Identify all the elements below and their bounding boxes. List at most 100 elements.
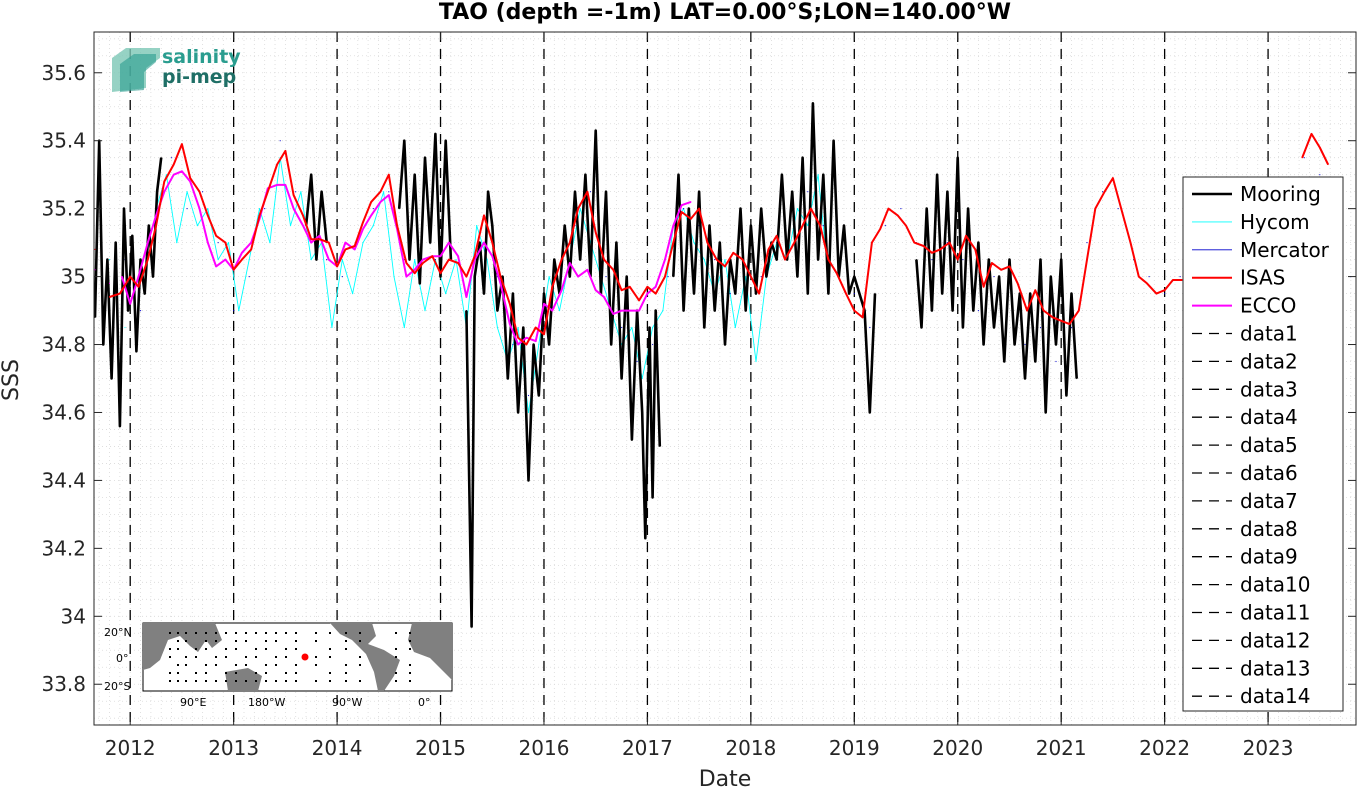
data-point-isas	[1043, 310, 1045, 312]
map-mooring-dot	[275, 632, 277, 634]
data-point-mercator	[527, 394, 530, 397]
map-mooring-dot	[345, 632, 347, 634]
data-point-isas	[94, 248, 96, 250]
data-point-mooring	[988, 259, 990, 261]
map-mooring-dot	[275, 656, 277, 658]
data-point-mooring	[977, 242, 980, 244]
map-mooring-dot	[265, 640, 267, 642]
data-point-isas	[439, 272, 442, 274]
data-point-isas	[577, 208, 579, 210]
legend-label-mercator: Mercator	[1240, 238, 1330, 262]
data-point-mooring	[641, 411, 643, 414]
data-point-hycom	[300, 191, 302, 193]
data-point-ecco	[302, 225, 304, 227]
data-point-mooring	[445, 140, 447, 142]
data-point-ecco	[370, 214, 372, 216]
data-point-mooring	[439, 276, 442, 278]
map-mooring-dot	[225, 680, 227, 682]
data-point-mercator	[962, 259, 964, 261]
data-point-isas	[1068, 323, 1071, 325]
data-point-mooring	[1014, 343, 1016, 346]
data-point-mooring	[1008, 259, 1011, 261]
map-mooring-dot	[215, 632, 217, 634]
map-mooring-dot	[255, 656, 257, 658]
map-mooring-dot	[225, 672, 227, 674]
data-point-mooring	[1055, 343, 1057, 346]
inset-map-mooring-dots	[169, 632, 411, 682]
map-mooring-dot	[205, 680, 207, 682]
data-point-mooring	[434, 133, 436, 135]
data-point-isas	[905, 225, 907, 227]
data-point-mooring	[127, 310, 129, 312]
data-point-ecco	[310, 242, 312, 244]
data-point-isas	[108, 296, 111, 298]
data-point-isas	[147, 259, 149, 261]
inset-map-lon-label-90e: 90°E	[180, 696, 206, 709]
data-point-mooring	[605, 191, 607, 193]
series-layer	[93, 102, 1352, 628]
data-point-mercator	[1055, 360, 1057, 363]
data-point-mooring	[626, 276, 628, 278]
y-tick-label: 35.4	[41, 129, 86, 153]
data-point-mercator	[977, 310, 980, 312]
data-point-isas	[370, 201, 372, 203]
data-point-mooring	[848, 293, 850, 295]
logo-text-pimep: pi-mep	[162, 66, 236, 88]
data-point-ecco	[629, 310, 631, 312]
data-point-mercator	[217, 242, 219, 244]
legend-label-data11: data11	[1240, 601, 1311, 625]
data-point-isas	[1034, 289, 1036, 291]
legend-label-data14: data14	[1240, 684, 1311, 708]
data-point-isas	[181, 143, 183, 145]
data-point-mooring	[424, 157, 426, 159]
legend-label-data2: data2	[1240, 349, 1298, 373]
y-tick-label: 35.6	[41, 61, 86, 85]
map-mooring-dot	[205, 648, 207, 650]
map-mooring-dot	[255, 680, 257, 682]
data-point-mooring	[1060, 259, 1062, 261]
data-point-mooring	[648, 326, 651, 329]
data-point-isas	[1327, 163, 1329, 166]
map-mooring-dot	[315, 664, 317, 666]
data-point-mooring	[672, 276, 674, 278]
data-point-isas	[1052, 316, 1054, 318]
data-point-mooring	[119, 425, 121, 427]
data-point-mooring	[502, 276, 504, 278]
data-point-isas	[336, 265, 338, 267]
map-mooring-dot	[245, 664, 247, 666]
map-mooring-dot	[345, 664, 347, 666]
map-mooring-dot	[185, 664, 187, 666]
data-point-isas	[612, 269, 614, 271]
map-mooring-dot	[329, 632, 331, 634]
data-point-isas	[224, 242, 226, 244]
data-point-ecco	[646, 293, 649, 295]
x-tick-label: 2019	[829, 736, 880, 760]
data-point-mercator	[621, 326, 623, 329]
data-point-isas	[1172, 279, 1174, 281]
data-point-ecco	[491, 255, 493, 257]
data-point-mooring	[946, 191, 949, 193]
map-mooring-dot	[169, 632, 171, 634]
logo-wave-icon-2	[120, 54, 156, 92]
data-point-ecco	[525, 337, 528, 339]
data-point-mooring	[1003, 360, 1005, 363]
data-point-mooring	[652, 496, 654, 498]
data-point-mooring	[962, 326, 964, 329]
data-point-ecco	[108, 282, 111, 284]
data-point-hycom	[310, 259, 312, 261]
inset-map-lon-label-90w: 90°W	[332, 696, 362, 709]
data-point-hycom	[662, 310, 664, 312]
data-point-ecco	[388, 194, 390, 196]
data-point-ecco	[690, 201, 692, 203]
data-point-isas	[1078, 310, 1080, 312]
map-mooring-dot	[185, 656, 187, 658]
map-mooring-dot	[195, 680, 197, 682]
data-point-mooring	[538, 394, 540, 397]
data-point-mooring	[1045, 411, 1047, 414]
data-point-mercator	[1102, 191, 1104, 193]
data-point-mooring	[941, 293, 943, 295]
map-mooring-dot	[295, 640, 297, 642]
data-point-hycom	[393, 276, 395, 278]
data-point-isas	[862, 316, 864, 318]
data-point-isas	[1120, 208, 1122, 210]
